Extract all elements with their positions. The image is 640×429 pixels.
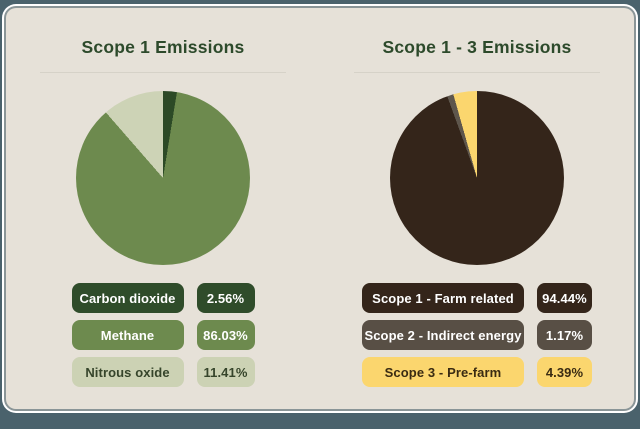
legend-row: Scope 3 - Pre-farm 4.39%	[362, 357, 592, 387]
chart-title: Scope 1 Emissions	[81, 37, 245, 57]
legend-label-pill: Scope 3 - Pre-farm	[362, 357, 524, 387]
chart-title: Scope 1 - 3 Emissions	[382, 37, 572, 57]
legend-label-pill: Scope 2 - Indirect energy	[362, 320, 524, 350]
legend-label-pill: Methane	[71, 320, 184, 350]
legend-row: Carbon dioxide 2.56%	[71, 283, 255, 313]
scope123-chart-section: Scope 1 - 3 Emissions Scope 1 - Farm rel…	[320, 8, 634, 409]
legend-row: Methane 86.03%	[71, 320, 255, 350]
scope123-pie-chart	[390, 91, 564, 265]
legend-value-pill: 94.44%	[537, 283, 592, 313]
legend-value-pill: 86.03%	[196, 320, 255, 350]
legend-value-pill: 4.39%	[537, 357, 592, 387]
legend-label-pill: Nitrous oxide	[71, 357, 184, 387]
divider	[40, 72, 286, 73]
legend-label-pill: Scope 1 - Farm related	[362, 283, 524, 313]
scope1-chart-section: Scope 1 Emissions Carbon dioxide 2.56% M…	[6, 8, 320, 409]
legend-row: Scope 2 - Indirect energy 1.17%	[362, 320, 592, 350]
scope1-legend: Carbon dioxide 2.56% Methane 86.03% Nitr…	[71, 283, 255, 387]
legend-label-pill: Carbon dioxide	[71, 283, 184, 313]
legend-row: Scope 1 - Farm related 94.44%	[362, 283, 592, 313]
emissions-card: Scope 1 Emissions Carbon dioxide 2.56% M…	[4, 6, 636, 411]
scope1-pie-chart	[76, 91, 250, 265]
scope123-legend: Scope 1 - Farm related 94.44% Scope 2 - …	[362, 283, 592, 387]
divider	[354, 72, 600, 73]
legend-value-pill: 11.41%	[196, 357, 255, 387]
legend-row: Nitrous oxide 11.41%	[71, 357, 255, 387]
legend-value-pill: 1.17%	[537, 320, 592, 350]
legend-value-pill: 2.56%	[196, 283, 255, 313]
